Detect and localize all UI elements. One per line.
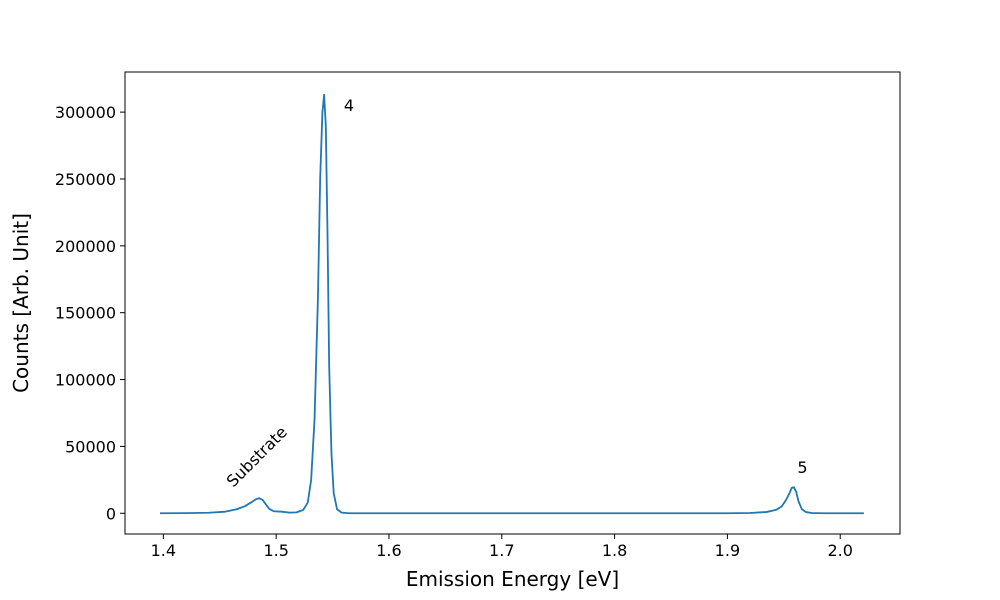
- x-axis-title: Emission Energy [eV]: [406, 567, 619, 591]
- x-tick-label: 1.6: [376, 541, 401, 560]
- ticks-layer: 1.4 1.5 1.6 1.7 1.8 1.9 2.0 0 50000 100000 150000 2…: [55, 103, 853, 560]
- plot-frame: [124, 71, 901, 535]
- series-line-emission: [159, 93, 864, 515]
- y-tick-label: 100000: [55, 371, 116, 390]
- annotation-label: 4: [344, 96, 354, 115]
- x-tick-label: 1.8: [602, 541, 627, 560]
- annotation-layer: 4 5 Substrate: [223, 96, 808, 491]
- x-tick-label: 1.7: [489, 541, 514, 560]
- x-tick-label: 2.0: [827, 541, 852, 560]
- x-tick-label: 1.5: [263, 541, 288, 560]
- y-axis-title: Counts [Arb. Unit]: [9, 213, 33, 393]
- y-tick-label: 200000: [55, 237, 116, 256]
- y-tick-label: 50000: [65, 437, 116, 456]
- annotation-label: 5: [797, 458, 807, 477]
- y-tick-label: 150000: [55, 304, 116, 323]
- y-tick-label: 300000: [55, 103, 116, 122]
- y-tick-label: 0: [106, 504, 116, 523]
- x-tick-label: 1.4: [151, 541, 176, 560]
- x-tick-label: 1.9: [715, 541, 740, 560]
- annotation-label: Substrate: [223, 422, 291, 490]
- y-tick-label: 250000: [55, 170, 116, 189]
